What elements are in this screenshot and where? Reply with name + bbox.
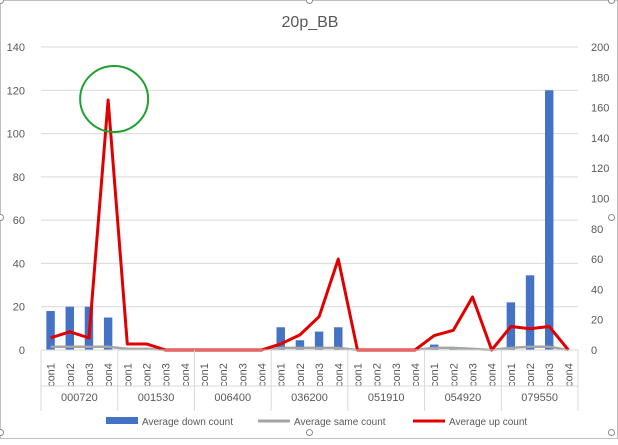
bar — [525, 275, 535, 350]
y-right-tick-label: 80 — [591, 224, 603, 236]
y-axis-right: 0 20 40 60 80 100 120 140 160 180 200 — [591, 42, 609, 357]
x-group-label: 079550 — [521, 392, 558, 404]
legend-label: Average down count — [142, 417, 233, 428]
legend-swatch-bar — [106, 417, 138, 424]
y-right-tick-label: 120 — [591, 163, 609, 175]
x-subcategory-label: con2 — [65, 363, 77, 387]
y-left-tick-label: 60 — [13, 215, 25, 227]
bar — [295, 340, 305, 350]
x-subcategory-label: con4 — [180, 363, 192, 387]
x-subcategory-label: con1 — [429, 363, 441, 387]
x-group-label: 036200 — [291, 392, 328, 404]
x-subcategory-label: con3 — [237, 363, 249, 387]
legend[interactable]: Average down count Average same count Aver… — [106, 417, 527, 428]
x-subcategory-label: con2 — [295, 363, 307, 387]
legend-label: Average same count — [294, 417, 386, 428]
y-left-tick-label: 100 — [7, 129, 25, 141]
bar — [65, 306, 74, 350]
y-left-tick-label: 80 — [13, 172, 25, 184]
x-axis: con1 con2 con3 con4 con1 con2 con3 con4 con1 con2… — [40, 349, 579, 411]
resize-handle-bottom[interactable] — [306, 429, 313, 436]
x-subcategory-label: con2 — [218, 363, 230, 387]
bar — [276, 327, 285, 350]
bar — [46, 311, 55, 350]
resize-handle-bottom-left[interactable] — [0, 429, 4, 436]
y-right-tick-label: 180 — [591, 72, 609, 84]
resize-handle-top-left[interactable] — [0, 0, 4, 4]
resize-handle-bottom-right[interactable] — [608, 429, 615, 436]
gridlines — [41, 46, 578, 308]
series-line — [50, 98, 570, 352]
resize-handle-top[interactable] — [306, 0, 313, 4]
y-right-tick-label: 140 — [591, 133, 609, 145]
x-subcategory-label: con1 — [199, 363, 211, 387]
x-subcategory-label: con4 — [563, 363, 575, 387]
x-subcategory-label: con2 — [448, 363, 460, 387]
y-left-tick-label: 120 — [7, 85, 25, 97]
x-group-label: 006400 — [214, 392, 251, 404]
x-group-label: 051910 — [368, 392, 405, 404]
y-right-tick-label: 200 — [591, 42, 609, 54]
series-lines — [50, 98, 570, 352]
resize-handle-top-right[interactable] — [608, 0, 615, 4]
bar — [334, 327, 343, 350]
y-right-tick-label: 40 — [591, 284, 603, 296]
x-group-label: 001530 — [138, 392, 175, 404]
x-group-label: 054920 — [445, 392, 482, 404]
series-line — [50, 345, 569, 352]
x-subcategory-label: con2 — [141, 363, 153, 387]
x-subcategory-label: con1 — [46, 363, 58, 387]
x-subcategory-label: con3 — [314, 363, 326, 387]
y-right-tick-label: 20 — [591, 315, 603, 327]
y-left-tick-label: 0 — [19, 345, 25, 357]
x-subcategory-label: con3 — [161, 363, 173, 387]
legend-label: Average up count — [449, 417, 527, 428]
x-subcategory-label: con1 — [122, 363, 134, 387]
y-right-tick-label: 0 — [591, 345, 597, 357]
y-right-tick-label: 60 — [591, 254, 603, 266]
x-subcategory-label: con4 — [410, 363, 422, 387]
y-left-tick-label: 140 — [7, 42, 25, 54]
x-subcategory-label: con3 — [391, 363, 403, 387]
x-subcategory-label: con1 — [506, 363, 518, 387]
bar — [314, 331, 324, 350]
x-subcategory-label: con4 — [103, 363, 115, 387]
resize-handle-right[interactable] — [608, 214, 615, 221]
y-left-tick-label: 20 — [13, 302, 25, 314]
x-subcategory-label: con3 — [84, 363, 96, 387]
x-group-label: 000720 — [61, 392, 98, 404]
annotations — [79, 65, 150, 134]
y-right-tick-label: 160 — [591, 103, 609, 115]
x-subcategory-label: con1 — [276, 363, 288, 387]
chart-title: 20p_BB — [282, 14, 339, 31]
resize-handle-left[interactable] — [0, 214, 4, 221]
x-subcategory-label: con4 — [333, 363, 345, 387]
bar — [545, 90, 554, 351]
x-subcategory-label: con4 — [257, 363, 269, 387]
y-left-tick-label: 40 — [13, 258, 25, 270]
x-subcategory-label: con1 — [352, 363, 364, 387]
x-subcategory-label: con2 — [372, 363, 384, 387]
x-subcategory-label: con4 — [487, 363, 499, 387]
x-subcategory-label: con3 — [544, 363, 556, 387]
x-subcategory-label: con3 — [468, 363, 480, 387]
annotation-circle — [79, 65, 150, 134]
y-right-tick-label: 100 — [591, 194, 609, 206]
bar — [103, 317, 113, 350]
y-axis-left: 0 20 40 60 80 100 120 140 — [7, 42, 25, 357]
x-subcategory-label: con2 — [525, 363, 537, 387]
